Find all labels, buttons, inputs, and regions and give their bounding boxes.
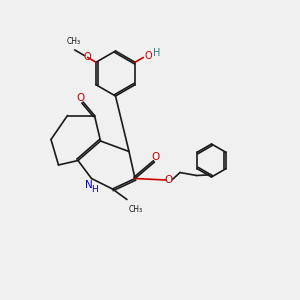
Text: H: H [91,185,98,194]
Text: O: O [164,175,173,185]
Text: O: O [84,52,92,62]
Text: CH₃: CH₃ [66,37,80,46]
Text: CH₃: CH₃ [128,205,142,214]
Text: N: N [85,180,93,190]
Text: O: O [76,93,84,103]
Text: O: O [152,152,160,162]
Text: H: H [153,48,160,58]
Text: O: O [145,51,152,61]
